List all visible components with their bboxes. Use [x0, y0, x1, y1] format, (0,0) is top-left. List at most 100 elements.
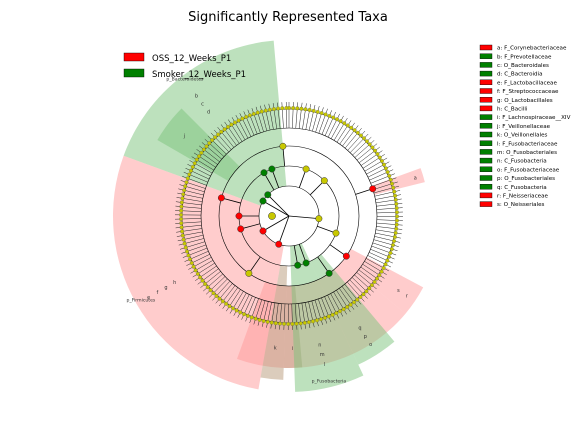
leaf-node [298, 321, 303, 326]
key-swatch [479, 114, 493, 120]
key-label: q: C_Fusobacteria [497, 185, 547, 191]
leaf-node [185, 176, 190, 181]
leaf-node [383, 262, 388, 267]
leaf-branch [295, 102, 298, 129]
leaf-node [291, 106, 296, 111]
leaf-node [179, 208, 184, 213]
leaf-node [380, 159, 384, 163]
sector-letter: d [207, 109, 210, 115]
leaf-node [392, 235, 397, 239]
leaf-node [393, 230, 398, 235]
leaf-node [392, 239, 397, 243]
clade-node [342, 252, 350, 260]
leaf-node [315, 318, 319, 323]
leaf-node [179, 225, 184, 230]
legend-label-oss: OSS_12_Weeks_P1 [152, 54, 231, 64]
leaf-node [199, 150, 204, 155]
leaf-node [391, 243, 395, 247]
leaf-node [358, 295, 363, 299]
leaf-branch [281, 102, 284, 129]
leaf-node [238, 310, 243, 315]
sector-letter: e [147, 295, 150, 301]
clade-node [235, 212, 243, 220]
leaf-node [383, 166, 388, 171]
leaf-node [179, 212, 183, 217]
clade-sector [123, 40, 287, 206]
sector-letter: b [195, 93, 198, 99]
sector-letter: m [320, 352, 325, 358]
leaf-node [180, 196, 185, 201]
leaf-node [278, 321, 282, 326]
leaf-node [387, 173, 392, 178]
tree-branch [288, 215, 319, 220]
leaf-node [222, 127, 227, 132]
leaf-node [236, 118, 241, 123]
leaf-node [345, 305, 350, 309]
leaf-node [394, 202, 399, 206]
leaf-node [261, 319, 266, 323]
clade-sector [260, 265, 288, 380]
clade-node [245, 269, 253, 277]
leaf-node [295, 106, 300, 111]
sector-letter: c [201, 101, 204, 107]
leaf-node [294, 321, 299, 326]
leaf-node [205, 285, 210, 290]
leaf-node [187, 172, 192, 177]
leaf-node [188, 257, 192, 262]
leaf-node [231, 306, 236, 311]
clade-node [264, 191, 272, 199]
sector-letter: q [358, 325, 361, 331]
clade-node [294, 261, 302, 269]
leaf-node [361, 292, 366, 297]
leaf-node [394, 206, 399, 211]
key-swatch [479, 166, 493, 173]
sector-letter: p [364, 334, 367, 340]
leaf-node [319, 111, 324, 116]
leaf-node [192, 161, 197, 166]
key-label: n: C_Fusobacteria [497, 159, 547, 165]
tree-branch [262, 215, 290, 232]
sector-letter: g [164, 285, 167, 291]
clade-node [302, 259, 310, 267]
key-swatch [479, 140, 493, 146]
leaf-node [263, 108, 268, 113]
leaf-node [338, 309, 342, 314]
leaf-node [379, 269, 384, 274]
leaf-node [302, 320, 307, 325]
sector-letter: k [274, 345, 277, 351]
leaf-node [183, 245, 188, 250]
leaf-node [182, 188, 187, 193]
clade-node [268, 165, 276, 173]
key-label: o: F_Fusobacteriaceae [497, 167, 560, 173]
leaf-node [210, 138, 215, 143]
leaf-branch [376, 211, 403, 214]
sector-letter: a [414, 175, 417, 181]
leaf-node [257, 317, 262, 322]
leaf-branch [376, 203, 403, 207]
leaf-node [219, 129, 224, 134]
leaf-node [203, 282, 208, 286]
leaf-node [394, 222, 399, 227]
key-swatch [479, 70, 493, 77]
leaf-node [183, 184, 188, 189]
leaf-node [388, 177, 393, 182]
leaf-node [395, 214, 399, 219]
leaf-node [364, 289, 369, 294]
leaf-node [355, 297, 360, 302]
clade-node [259, 197, 267, 205]
key-label: m: O_Fusobacteriales [497, 150, 557, 156]
leaf-node [195, 271, 200, 276]
key-swatch [479, 105, 493, 112]
leaf-node [193, 268, 198, 273]
leaf-node [276, 106, 281, 111]
leaf-node [217, 296, 222, 301]
leaf-node [393, 193, 398, 198]
clade-label: p_Firmicutes [126, 298, 155, 304]
leaf-node [330, 312, 335, 317]
leaf-node [331, 115, 336, 120]
leaf-node [392, 189, 397, 194]
leaf-branch [375, 198, 402, 204]
leaf-node [335, 117, 339, 122]
leaf-node [290, 321, 295, 326]
